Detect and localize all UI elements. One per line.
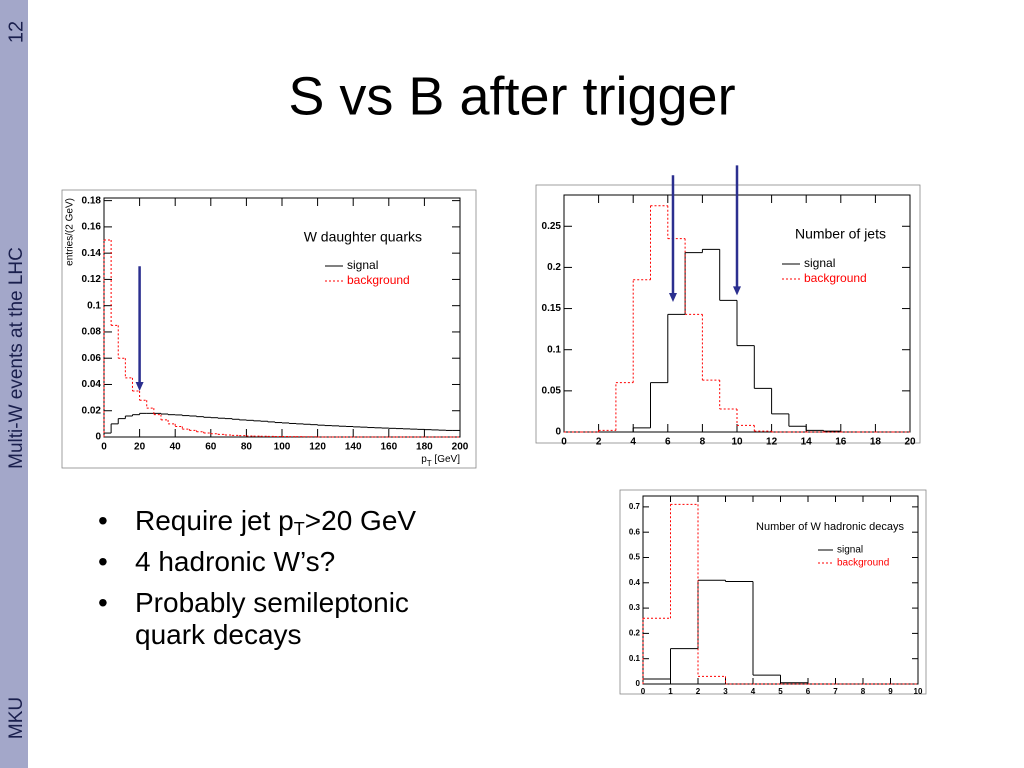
x-tick-label: 14	[801, 437, 813, 448]
bullet-text: Probably semileptonic quark decays	[135, 587, 409, 650]
y-tick-label: 0	[636, 679, 641, 688]
x-tick-label: 9	[888, 687, 893, 696]
x-tick-label: 12	[766, 437, 778, 448]
y-tick-label: 0.14	[82, 248, 102, 259]
y-tick-label: 0.2	[547, 262, 561, 273]
y-tick-label: 0.1	[629, 654, 641, 663]
y-tick-label: 0.08	[82, 327, 102, 338]
y-tick-label: 0.12	[82, 274, 102, 285]
x-tick-label: 140	[345, 442, 362, 453]
x-tick-label: 2	[696, 687, 701, 696]
y-tick-label: 0.04	[82, 379, 102, 390]
bullet-item: Require jet pT>20 GeV	[98, 505, 448, 539]
y-tick-label: 0.5	[629, 553, 641, 562]
cut-arrow-head	[668, 292, 677, 302]
x-tick-label: 100	[274, 442, 291, 453]
x-tick-label: 120	[309, 442, 326, 453]
x-tick-label: 2	[596, 437, 602, 448]
x-tick-label: 4	[630, 437, 636, 448]
legend-label: background	[347, 273, 410, 287]
legend-label: background	[804, 271, 867, 285]
legend-label: signal	[837, 545, 863, 556]
subscript: T	[427, 459, 432, 468]
cut-arrow-head	[733, 286, 741, 296]
legend-title: W daughter quarks	[304, 229, 422, 245]
x-tick-label: 180	[416, 442, 433, 453]
chart-frame	[535, 184, 921, 444]
y-axis-label: entries/(2 GeV)	[65, 198, 76, 266]
x-tick-label: 0	[561, 437, 567, 448]
y-tick-label: 0.6	[629, 527, 641, 536]
bullet-text: >20 GeV	[304, 505, 417, 536]
x-tick-label: 5	[778, 687, 783, 696]
x-tick-label: 160	[380, 442, 397, 453]
x-axis-label-text: p	[421, 454, 427, 465]
cut-arrow-head	[135, 382, 144, 392]
y-tick-label: 0.18	[82, 195, 102, 206]
sidebar-topic: Multi-W events at the LHC	[6, 247, 27, 469]
legend-title: Number of W hadronic decays	[756, 521, 904, 533]
x-tick-label: 80	[241, 442, 253, 453]
legend-label: background	[837, 558, 889, 569]
sidebar-author: MKU	[6, 697, 27, 739]
x-tick-label: 8	[861, 687, 866, 696]
x-tick-label: 6	[665, 437, 671, 448]
x-tick-label: 8	[700, 437, 706, 448]
x-tick-label: 60	[205, 442, 217, 453]
x-tick-label: 7	[833, 687, 838, 696]
sidebar	[0, 0, 28, 768]
subscript: T	[293, 519, 305, 539]
y-tick-label: 0.25	[542, 221, 562, 232]
bullet-text: 4 hadronic W’s?	[135, 546, 336, 577]
y-tick-label: 0.05	[542, 385, 562, 396]
x-tick-label: 1	[668, 687, 673, 696]
bullet-item: 4 hadronic W’s?	[98, 546, 448, 578]
bullet-item: Probably semileptonic quark decays	[98, 587, 448, 651]
y-tick-label: 0.7	[629, 502, 641, 511]
y-tick-label: 0.02	[82, 405, 102, 416]
x-tick-label: 200	[452, 442, 469, 453]
x-tick-label: 10	[731, 437, 743, 448]
y-tick-label: 0.3	[629, 603, 641, 612]
y-tick-label: 0.2	[629, 629, 641, 638]
y-tick-label: 0.1	[547, 344, 561, 355]
x-axis-label: pT [GeV]	[421, 454, 460, 468]
x-tick-label: 4	[751, 687, 756, 696]
legend-label: signal	[804, 256, 835, 270]
x-tick-label: 10	[914, 687, 923, 696]
page-number: 12	[5, 21, 27, 43]
y-tick-label: 0.4	[629, 578, 641, 587]
slide-title: S vs B after trigger	[288, 66, 735, 126]
y-tick-label: 0.06	[82, 353, 102, 364]
histogram-chart: 0 0.02 0.04 0.06 0.08 0.1 0.12 0.14 0.16 0.18 0 20 4…	[61, 189, 477, 469]
x-tick-label: 20	[134, 442, 146, 453]
x-tick-label: 18	[870, 437, 882, 448]
x-tick-label: 40	[170, 442, 182, 453]
histogram-chart: 0 0.05 0.1 0.15 0.2 0.25 0 2 4 6 8 10 12 14 16 18 20 sign…	[535, 165, 921, 448]
x-tick-label: 0	[641, 687, 646, 696]
bullet-list: Require jet pT>20 GeV 4 hadronic W’s? Prob…	[98, 505, 448, 660]
y-tick-label: 0.15	[542, 303, 562, 314]
y-tick-label: 0	[95, 432, 101, 443]
x-axis-label-text: [GeV]	[432, 454, 461, 465]
legend-title: Number of jets	[795, 226, 886, 242]
histogram-chart: 0 0.1 0.2 0.3 0.4 0.5 0.6 0.7 0 1 2 3 4 5 6 7 8 9 10 signal…	[619, 489, 927, 696]
bullet-text: Require jet p	[135, 505, 294, 536]
y-tick-label: 0.1	[87, 300, 101, 311]
legend-label: signal	[347, 258, 378, 272]
y-tick-label: 0.16	[82, 222, 102, 233]
x-tick-label: 0	[101, 442, 107, 453]
y-tick-label: 0	[555, 427, 561, 438]
x-tick-label: 3	[723, 687, 728, 696]
x-tick-label: 16	[835, 437, 847, 448]
x-tick-label: 6	[806, 687, 811, 696]
x-tick-label: 20	[904, 437, 916, 448]
